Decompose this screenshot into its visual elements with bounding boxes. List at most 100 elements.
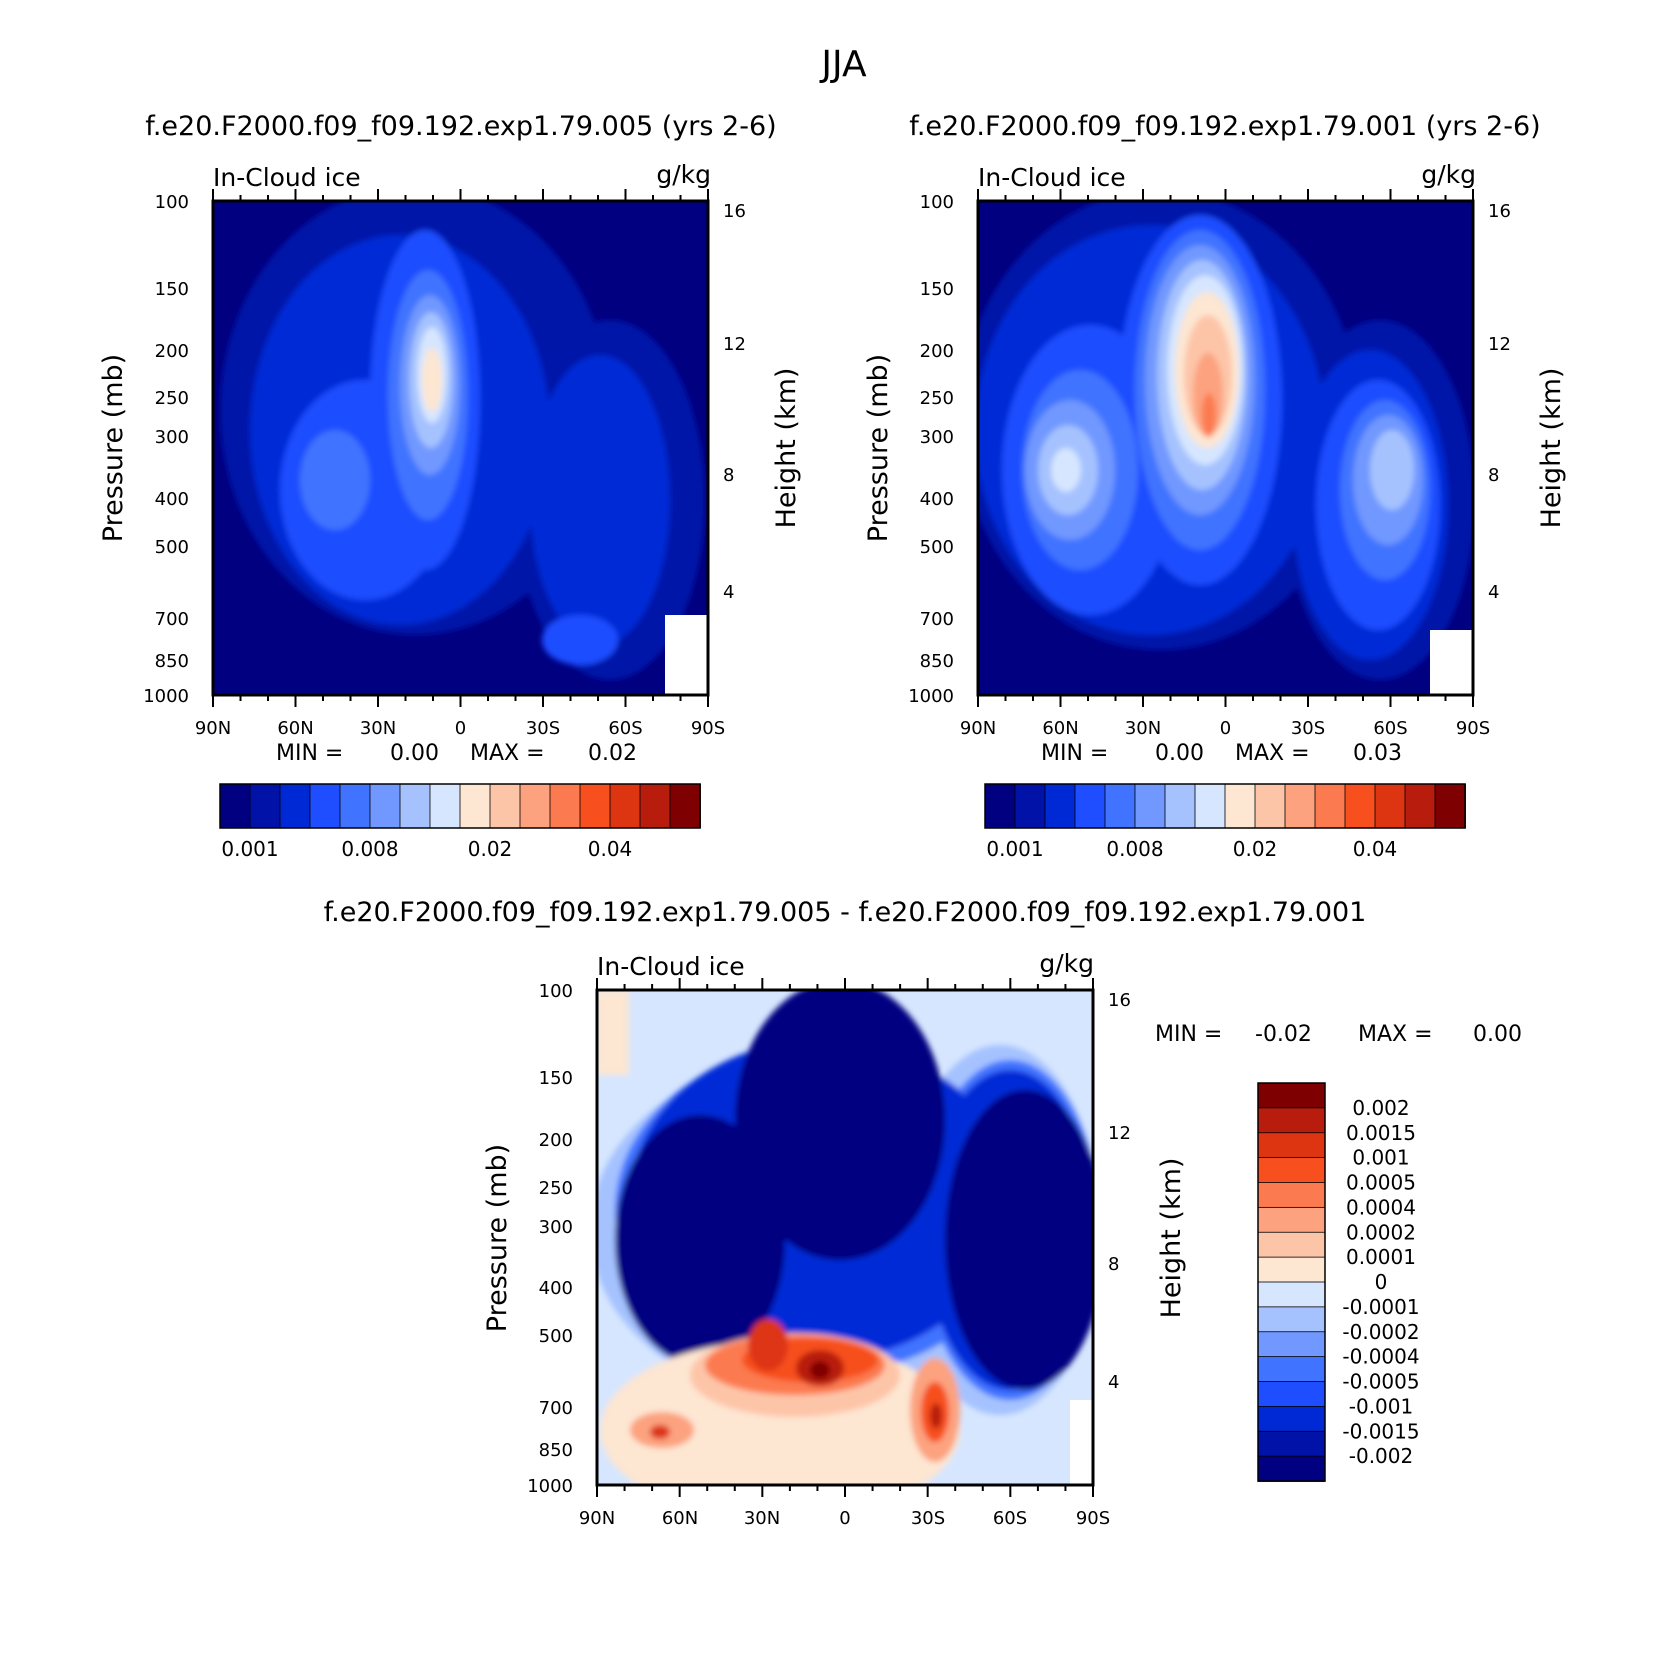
p3-cb-label: -0.0001 (1342, 1295, 1419, 1319)
colorbar-swatch (1044, 783, 1076, 829)
p3-cb-label: 0.0001 (1346, 1245, 1416, 1269)
p3-ylabel: Pressure (mb) (482, 1144, 513, 1332)
p2-cb-label: 0.02 (1233, 837, 1278, 861)
p2-ytick: 150 (920, 279, 954, 300)
p1-xtick: 90N (195, 718, 231, 739)
colorbar-swatch (339, 783, 371, 829)
p3-ytick: 700 (539, 1398, 573, 1419)
colorbar-swatch (549, 783, 581, 829)
p1-ytick: 1000 (143, 686, 189, 707)
axis-ticks (596, 978, 1094, 1497)
p1-ylabel: Pressure (mb) (98, 354, 129, 542)
p3-cb-label: -0.002 (1349, 1444, 1413, 1468)
p2-ytick: 300 (920, 427, 954, 448)
colorbar-swatch (1257, 1256, 1326, 1283)
panel-1-units: g/kg (656, 160, 711, 189)
panel-2-y-axis: 100 150 200 250 300 400 500 700 850 1000… (863, 192, 954, 707)
colorbar-swatch (1257, 1306, 1326, 1333)
p2-y2tick: 16 (1488, 201, 1511, 222)
p3-xtick: 60S (993, 1508, 1027, 1529)
colorbar-swatch (609, 783, 641, 829)
p1-xtick: 60S (608, 718, 642, 739)
p2-min-label: MIN = (1041, 741, 1108, 766)
panel-3-y-axis: 100 150 200 250 300 400 500 700 850 1000… (482, 981, 573, 1497)
p3-contour-r4 (945, 1090, 1093, 1390)
panel-2-title: f.e20.F2000.f09_f09.192.exp1.79.001 (yrs… (909, 111, 1540, 142)
p1-y2label: Height (km) (771, 368, 802, 529)
panel-1: f.e20.F2000.f09_f09.192.exp1.79.005 (yrs… (98, 111, 802, 861)
p3-cb-label: -0.0015 (1342, 1419, 1419, 1443)
panel-1-variable: In-Cloud ice (213, 163, 361, 192)
p2-contour-r6 (1370, 430, 1414, 510)
p3-contour-b7 (810, 1361, 830, 1379)
colorbar-swatch (1404, 783, 1436, 829)
panel-2-units: g/kg (1421, 160, 1476, 189)
p3-ytick: 150 (539, 1068, 573, 1089)
p2-xtick: 60N (1042, 718, 1078, 739)
p1-y2tick: 16 (723, 201, 746, 222)
p2-xtick: 0 (1220, 718, 1231, 739)
p2-min-value: 0.00 (1155, 741, 1204, 766)
p1-ytick: 300 (155, 427, 189, 448)
p3-cb-label: -0.0005 (1342, 1370, 1419, 1394)
p2-y2tick: 8 (1488, 465, 1499, 486)
panel-2-colorbar-swatches (984, 783, 1466, 829)
p1-y2tick: 12 (723, 334, 746, 355)
p3-ytick: 500 (539, 1326, 573, 1347)
p1-xtick: 90S (691, 718, 725, 739)
p3-cb-label: 0.001 (1352, 1146, 1409, 1170)
p2-ytick: 500 (920, 537, 954, 558)
p2-y2label: Height (km) (1536, 368, 1567, 529)
p3-xtick: 90N (579, 1508, 615, 1529)
colorbar-swatch (1257, 1430, 1326, 1458)
p3-contour-l4 (615, 1115, 785, 1365)
p2-max-label: MAX = (1235, 741, 1310, 766)
colorbar-swatch (1434, 783, 1466, 829)
p3-min-value: -0.02 (1255, 1022, 1312, 1047)
p2-y2tick: 12 (1488, 334, 1511, 355)
p3-max-label: MAX = (1358, 1022, 1433, 1047)
colorbar-swatch (369, 783, 401, 829)
colorbar-swatch (1134, 783, 1166, 829)
colorbar-swatch (1314, 783, 1346, 829)
colorbar-swatch (1344, 783, 1376, 829)
panel-2-colorbar: 0.001 0.008 0.02 0.04 (984, 783, 1466, 861)
panel-2-contours (978, 201, 1473, 680)
colorbar-swatch (1257, 1281, 1326, 1308)
colorbar-swatch (639, 783, 671, 829)
colorbar-swatch (1194, 783, 1226, 829)
p3-cb-label: 0.0004 (1346, 1195, 1416, 1219)
colorbar-swatch (1224, 783, 1256, 829)
colorbar-swatch (1257, 1405, 1326, 1433)
panel-3-colorbar-swatches (1257, 1082, 1326, 1482)
p1-y2tick: 8 (723, 465, 734, 486)
p2-y2tick: 4 (1488, 582, 1499, 603)
p1-cb-label: 0.008 (341, 837, 398, 861)
panel-2-variable: In-Cloud ice (978, 163, 1126, 192)
p2-xtick: 90S (1456, 718, 1490, 739)
panel-1-y-axis: 100 150 200 250 300 400 500 700 850 1000… (98, 192, 189, 707)
panel-2-plot (978, 201, 1473, 695)
p3-y2tick: 16 (1108, 990, 1131, 1011)
colorbar-swatch (489, 783, 521, 829)
p2-cb-label: 0.001 (986, 837, 1043, 861)
p2-ytick: 850 (920, 651, 954, 672)
p3-cb-label: 0.002 (1352, 1096, 1409, 1120)
colorbar-swatch (579, 783, 611, 829)
p2-xtick: 30S (1291, 718, 1325, 739)
colorbar-swatch (984, 783, 1016, 829)
p2-contour-m11 (1202, 393, 1216, 437)
axis-ticks (212, 189, 709, 707)
p1-contour-m8 (422, 348, 442, 412)
axis-ticks (977, 189, 1474, 707)
colorbar-swatch (1257, 1331, 1326, 1358)
panel-1-x-axis: 90N 60N 30N 0 30S 60S 90S (195, 718, 725, 739)
p2-cb-label: 0.04 (1353, 837, 1398, 861)
panel-2-x-axis: 90N 60N 30N 0 30S 60S 90S (960, 718, 1490, 739)
p1-ytick: 500 (155, 537, 189, 558)
panel-3-title: f.e20.F2000.f09_f09.192.exp1.79.005 - f.… (324, 897, 1367, 928)
colorbar-swatch (669, 783, 701, 829)
panel-3-variable: In-Cloud ice (597, 952, 745, 981)
colorbar-swatch (249, 783, 281, 829)
panel-3-missing-data (1070, 1400, 1093, 1485)
